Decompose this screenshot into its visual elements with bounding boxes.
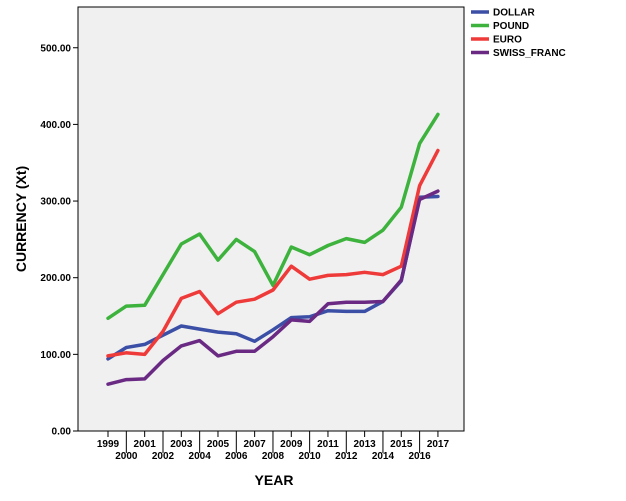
y-tick-label: 100.00 <box>40 350 71 361</box>
x-tick-label: 2007 <box>244 439 267 450</box>
x-axis-title: YEAR <box>255 472 294 488</box>
x-tick-label: 2006 <box>225 451 248 462</box>
legend-label: DOLLAR <box>493 8 535 19</box>
y-axis-title: CURRENCY (Xt) <box>13 166 29 272</box>
x-tick-label: 1999 <box>97 439 120 450</box>
x-tick-label: 2012 <box>335 451 358 462</box>
x-tick-label: 2011 <box>317 439 339 450</box>
x-tick-label: 2013 <box>353 439 376 450</box>
x-tick-label: 2008 <box>262 451 285 462</box>
x-tick-label: 2014 <box>372 451 395 462</box>
x-tick-label: 2001 <box>134 439 157 450</box>
x-tick-label: 2002 <box>152 451 175 462</box>
x-tick-label: 2010 <box>299 451 322 462</box>
x-tick-label: 2015 <box>390 439 413 450</box>
x-axis: 1999200020012002200320042005200620072008… <box>97 431 450 462</box>
y-tick-label: 400.00 <box>40 120 71 131</box>
x-tick-label: 2017 <box>427 439 450 450</box>
y-tick-label: 300.00 <box>40 197 71 208</box>
series-line-euro <box>106 148 440 358</box>
x-tick-label: 2005 <box>207 439 230 450</box>
legend-label: EURO <box>493 35 522 46</box>
y-axis: 0.00 100.00 200.00 300.00 400.00 500.00 <box>40 43 78 438</box>
legend-label: POUND <box>493 21 529 32</box>
y-tick-label: 200.00 <box>40 273 71 284</box>
series-lines <box>106 112 440 386</box>
y-tick-label: 500.00 <box>40 43 71 54</box>
legend: DOLLAR POUND EURO SWISS_FRANC <box>471 8 566 59</box>
x-tick-label: 2009 <box>280 439 303 450</box>
series-line-swiss-franc <box>106 189 440 386</box>
legend-label: SWISS_FRANC <box>493 48 566 59</box>
x-tick-label: 2004 <box>189 451 212 462</box>
x-tick-label: 2000 <box>115 451 138 462</box>
x-tick-label: 2003 <box>170 439 193 450</box>
plot-area <box>77 6 465 432</box>
series-line-pound <box>106 112 440 321</box>
y-tick-label: 0.00 <box>52 427 72 438</box>
x-tick-label: 2016 <box>408 451 431 462</box>
